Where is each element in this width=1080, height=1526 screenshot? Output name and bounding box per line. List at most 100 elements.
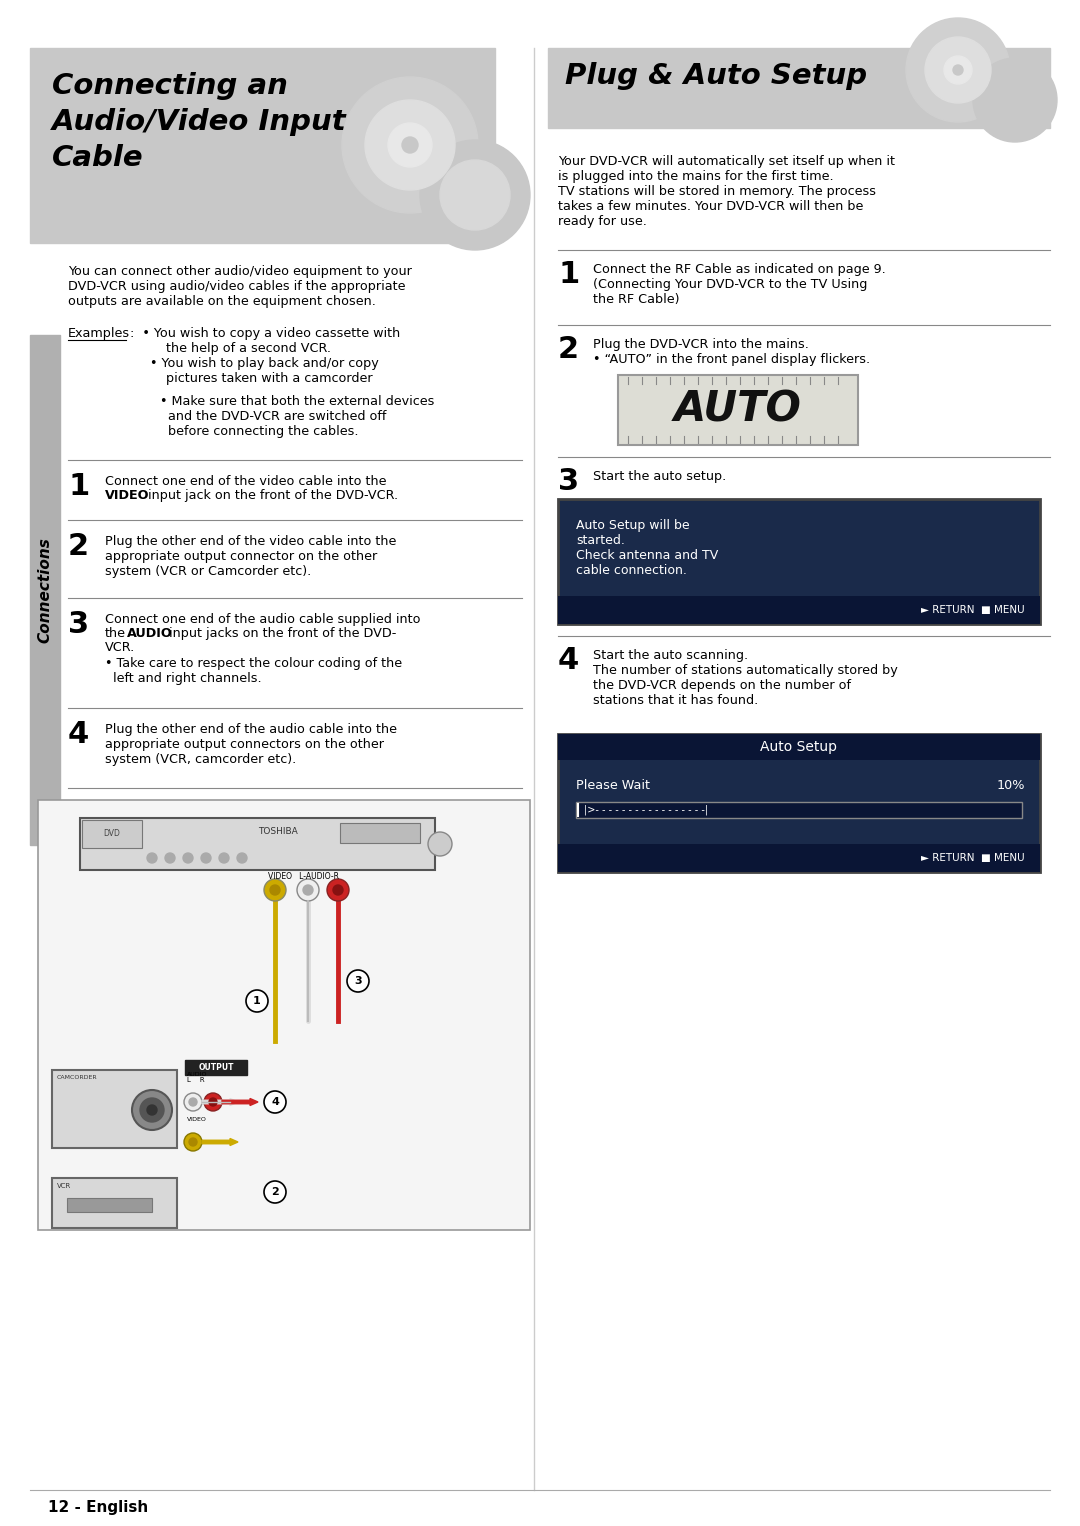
Text: 10%: 10%	[997, 778, 1025, 792]
Text: Plug the other end of the audio cable into the
appropriate output connectors on : Plug the other end of the audio cable in…	[105, 723, 397, 766]
Circle shape	[327, 879, 349, 900]
Circle shape	[333, 885, 343, 896]
Text: VCR: VCR	[57, 1183, 71, 1189]
Text: 3: 3	[354, 977, 362, 986]
Circle shape	[184, 1132, 202, 1151]
Text: TOSHIBA: TOSHIBA	[258, 827, 297, 836]
Text: You can connect other audio/video equipment to your
DVD-VCR using audio/video ca: You can connect other audio/video equipm…	[68, 266, 411, 308]
Text: ► RETURN  ■ MENU: ► RETURN ■ MENU	[921, 853, 1025, 864]
Text: Start the auto scanning.
The number of stations automatically stored by
the DVD-: Start the auto scanning. The number of s…	[593, 649, 897, 707]
Text: Connect one end of the video cable into the: Connect one end of the video cable into …	[105, 475, 387, 488]
Bar	[558, 734, 1040, 871]
Circle shape	[246, 990, 268, 1012]
Bar	[52, 1178, 177, 1228]
Circle shape	[388, 124, 432, 166]
Bar	[558, 499, 1040, 624]
Bar	[82, 819, 141, 848]
Text: 1: 1	[253, 996, 261, 1006]
Bar	[30, 336, 60, 845]
Circle shape	[953, 66, 963, 75]
Text: Plug & Auto Setup: Plug & Auto Setup	[565, 63, 867, 90]
Text: Connecting an: Connecting an	[52, 72, 288, 101]
Text: DVD: DVD	[104, 830, 121, 838]
Bar	[548, 47, 1050, 128]
Circle shape	[440, 160, 510, 230]
Circle shape	[219, 853, 229, 864]
Text: input jacks on the front of the DVD-: input jacks on the front of the DVD-	[168, 627, 396, 639]
Text: 4: 4	[271, 1097, 279, 1106]
Text: 4: 4	[558, 645, 579, 674]
Bar	[576, 803, 1022, 818]
Text: input jack on the front of the DVD-VCR.: input jack on the front of the DVD-VCR.	[148, 488, 399, 502]
Bar	[558, 734, 1040, 760]
Text: CAMCORDER: CAMCORDER	[57, 1074, 97, 1080]
Text: 3: 3	[558, 467, 579, 496]
Circle shape	[165, 853, 175, 864]
Text: AUDIO: AUDIO	[187, 1071, 207, 1077]
Circle shape	[924, 37, 991, 102]
Text: VIDEO: VIDEO	[187, 1117, 207, 1122]
Circle shape	[201, 853, 211, 864]
FancyArrow shape	[202, 1099, 238, 1105]
Circle shape	[132, 1090, 172, 1129]
Circle shape	[402, 137, 418, 153]
Circle shape	[270, 885, 280, 896]
Circle shape	[184, 1093, 202, 1111]
Circle shape	[420, 140, 530, 250]
Text: Connections: Connections	[38, 537, 53, 642]
Text: |>- - - - - - - - - - - - - - - - -|: |>- - - - - - - - - - - - - - - - -|	[584, 804, 708, 815]
Text: Auto Setup: Auto Setup	[760, 740, 837, 754]
Text: ► RETURN  ■ MENU: ► RETURN ■ MENU	[921, 604, 1025, 615]
Circle shape	[365, 101, 455, 191]
Bar	[340, 823, 420, 842]
Circle shape	[428, 832, 453, 856]
Text: Auto Setup will be
started.
Check antenna and TV
cable connection.: Auto Setup will be started. Check antenn…	[576, 519, 718, 577]
Text: 1: 1	[558, 259, 579, 288]
Text: 2: 2	[68, 533, 90, 562]
Circle shape	[342, 76, 478, 214]
Circle shape	[297, 879, 319, 900]
Text: :  • You wish to copy a video cassette with
         the help of a second VCR.
 : : • You wish to copy a video cassette wi…	[130, 327, 401, 385]
Text: Your DVD-VCR will automatically set itself up when it
is plugged into the mains : Your DVD-VCR will automatically set itse…	[558, 156, 895, 227]
Text: L    R: L R	[187, 1077, 204, 1083]
Text: • Take care to respect the colour coding of the
  left and right channels.: • Take care to respect the colour coding…	[105, 658, 402, 685]
Text: OUTPUT: OUTPUT	[199, 1064, 233, 1071]
Text: Plug the other end of the video cable into the
appropriate output connector on t: Plug the other end of the video cable in…	[105, 536, 396, 578]
Circle shape	[906, 18, 1010, 122]
Text: Cable: Cable	[52, 143, 144, 172]
Text: Connect one end of the audio cable supplied into: Connect one end of the audio cable suppl…	[105, 613, 420, 626]
Circle shape	[264, 1091, 286, 1112]
Bar	[38, 800, 530, 1230]
Bar	[558, 844, 1040, 871]
Text: VIDEO   L-AUDIO-R: VIDEO L-AUDIO-R	[268, 871, 339, 881]
Text: AUDIO: AUDIO	[127, 627, 173, 639]
Text: • “AUTO” in the front panel display flickers.: • “AUTO” in the front panel display flic…	[593, 353, 870, 366]
Text: Please Wait: Please Wait	[576, 778, 650, 792]
Text: Connect the RF Cable as indicated on page 9.
(Connecting Your DVD-VCR to the TV : Connect the RF Cable as indicated on pag…	[593, 262, 886, 307]
Text: 12 - English: 12 - English	[48, 1500, 148, 1515]
Text: 2: 2	[271, 1187, 279, 1196]
Text: Start the auto setup.: Start the auto setup.	[593, 470, 726, 484]
Text: VIDEO: VIDEO	[105, 488, 149, 502]
Circle shape	[973, 58, 1057, 142]
Circle shape	[183, 853, 193, 864]
Circle shape	[147, 1105, 157, 1116]
Text: AUTO: AUTO	[674, 389, 802, 430]
Circle shape	[140, 1099, 164, 1122]
Text: • Make sure that both the external devices
  and the DVD-VCR are switched off
  : • Make sure that both the external devic…	[160, 395, 434, 438]
Text: 2: 2	[558, 336, 579, 365]
Circle shape	[944, 56, 972, 84]
FancyArrow shape	[202, 1138, 238, 1146]
Bar	[618, 375, 858, 446]
Bar	[185, 1061, 247, 1074]
Bar	[67, 1198, 152, 1212]
Circle shape	[237, 853, 247, 864]
Circle shape	[303, 885, 313, 896]
Circle shape	[189, 1138, 197, 1146]
Circle shape	[210, 1099, 217, 1106]
FancyArrow shape	[222, 1099, 258, 1105]
Text: VCR.: VCR.	[105, 641, 135, 655]
Text: the: the	[105, 627, 126, 639]
Circle shape	[147, 853, 157, 864]
Text: 4: 4	[68, 720, 90, 749]
